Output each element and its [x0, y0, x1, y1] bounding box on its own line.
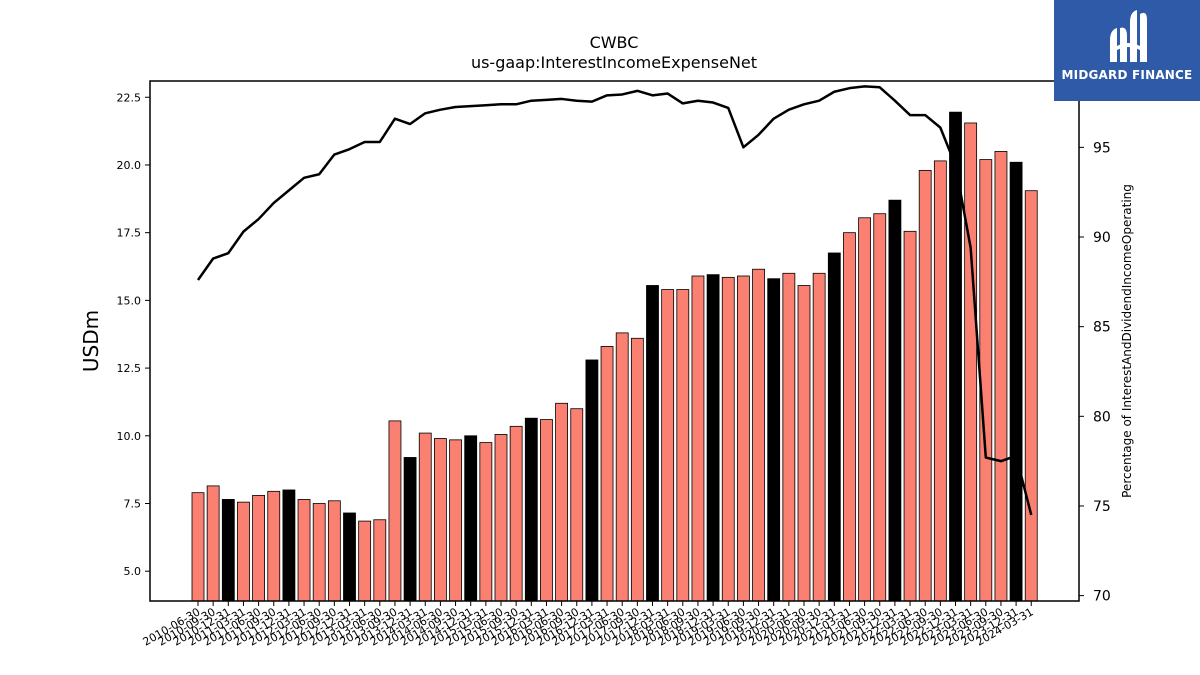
bar-2017-06-30 — [615, 332, 629, 602]
series-line — [196, 85, 1033, 516]
bar-2015-12-31 — [524, 417, 538, 602]
logo-mark-icon — [1110, 10, 1147, 63]
bar-2020-12-31 — [827, 252, 841, 602]
bar-2016-06-30 — [555, 402, 568, 602]
y-tick-label: 20.0 — [117, 159, 142, 172]
bar-2015-03-31 — [479, 442, 493, 602]
bar-2013-12-31 — [403, 457, 417, 602]
bar-2022-09-30 — [933, 160, 947, 602]
bar-2022-06-30 — [918, 169, 932, 602]
bar-2021-06-30 — [858, 217, 871, 602]
y-tick-label: 5.0 — [124, 565, 142, 578]
bar-2017-12-31 — [646, 285, 659, 602]
bar-2012-09-30 — [327, 500, 341, 602]
bar-2019-06-30 — [737, 275, 750, 602]
bar-2018-03-31 — [661, 289, 675, 602]
bar-2010-12-31 — [221, 499, 235, 602]
bar-2016-09-30 — [570, 408, 584, 602]
bar-2014-03-31 — [418, 432, 432, 602]
chart-title: CWBC — [590, 33, 639, 52]
y-tick-label: 10.0 — [117, 430, 142, 443]
bar-2023-09-30 — [994, 151, 1008, 602]
bar-2020-06-30 — [797, 285, 811, 602]
bar-2019-09-30 — [752, 268, 765, 602]
bar-2016-12-31 — [585, 359, 599, 602]
y-tick-label: 22.5 — [117, 91, 142, 104]
bar-2013-06-30 — [373, 519, 387, 602]
y2-tick-label: 90 — [1093, 230, 1111, 246]
bar-2016-03-31 — [540, 419, 553, 602]
bar-2021-12-31 — [888, 199, 902, 602]
y-tick-label: 17.5 — [117, 227, 142, 240]
bar-2011-06-30 — [252, 494, 266, 602]
bar-2012-03-31 — [297, 499, 311, 602]
plot-frame — [149, 80, 1080, 602]
bar-2018-06-30 — [676, 289, 690, 602]
bar-2021-03-31 — [843, 232, 856, 602]
y-axis-label: USDm — [79, 310, 103, 372]
line-group — [196, 85, 1033, 516]
y2-tick-label: 85 — [1093, 320, 1111, 336]
bar-2023-06-30 — [979, 159, 993, 602]
bar-2017-09-30 — [630, 337, 644, 602]
bar-group — [191, 111, 1038, 602]
bar-2021-09-30 — [873, 213, 887, 602]
y2-tick-label: 95 — [1093, 140, 1111, 156]
bar-2015-09-30 — [509, 425, 523, 602]
bar-2023-03-31 — [964, 122, 978, 602]
bar-2024-03-31 — [1024, 190, 1038, 602]
bar-2010-06-30 — [191, 492, 205, 602]
bar-2019-03-31 — [721, 276, 735, 602]
bar-2011-12-31 — [282, 489, 296, 602]
bar-2013-03-31 — [358, 520, 372, 602]
y-tick-label: 12.5 — [117, 362, 142, 375]
bar-2013-09-30 — [388, 420, 402, 602]
y2-tick-label: 80 — [1093, 409, 1111, 425]
bar-2017-03-31 — [600, 346, 614, 602]
y-tick-label: 15.0 — [117, 294, 142, 307]
y2-tick-label: 75 — [1093, 499, 1111, 515]
bar-2022-03-31 — [903, 230, 917, 602]
bar-2018-09-30 — [691, 275, 705, 602]
bar-2011-03-31 — [237, 501, 250, 602]
bar-2014-09-30 — [449, 439, 462, 602]
bar-2023-12-31 — [1009, 161, 1023, 602]
brand-name: MIDGARD FINANCE — [1061, 68, 1193, 82]
bar-2019-12-31 — [767, 278, 781, 602]
chart-subtitle: us-gaap:InterestIncomeExpenseNet — [471, 53, 757, 72]
x-axis: 2010-06-302010-09-302010-12-312011-03-31… — [141, 601, 1036, 649]
bar-2014-12-31 — [464, 435, 478, 602]
bar-2020-03-31 — [782, 272, 796, 602]
bar-2014-06-30 — [433, 438, 447, 602]
bar-2011-09-30 — [267, 490, 281, 602]
y2-axis-label: Percentage of InterestAndDividendIncomeO… — [1120, 184, 1134, 498]
bar-2018-12-31 — [706, 274, 720, 602]
y2-axis: 70 75 80 85 90 95 — [1079, 140, 1111, 605]
bar-2015-06-30 — [494, 434, 508, 602]
brand-logo: MIDGARD FINANCE — [1054, 0, 1200, 101]
bar-2012-06-30 — [312, 503, 326, 602]
y-tick-label: 7.5 — [124, 498, 142, 511]
y-axis: 5.0 7.5 10.0 12.5 15.0 17.5 20.0 22.5 — [117, 91, 150, 578]
bar-2012-12-31 — [343, 512, 356, 602]
y2-tick-label: 70 — [1093, 589, 1111, 605]
bar-2020-09-30 — [812, 272, 826, 602]
bar-2010-09-30 — [206, 485, 220, 602]
